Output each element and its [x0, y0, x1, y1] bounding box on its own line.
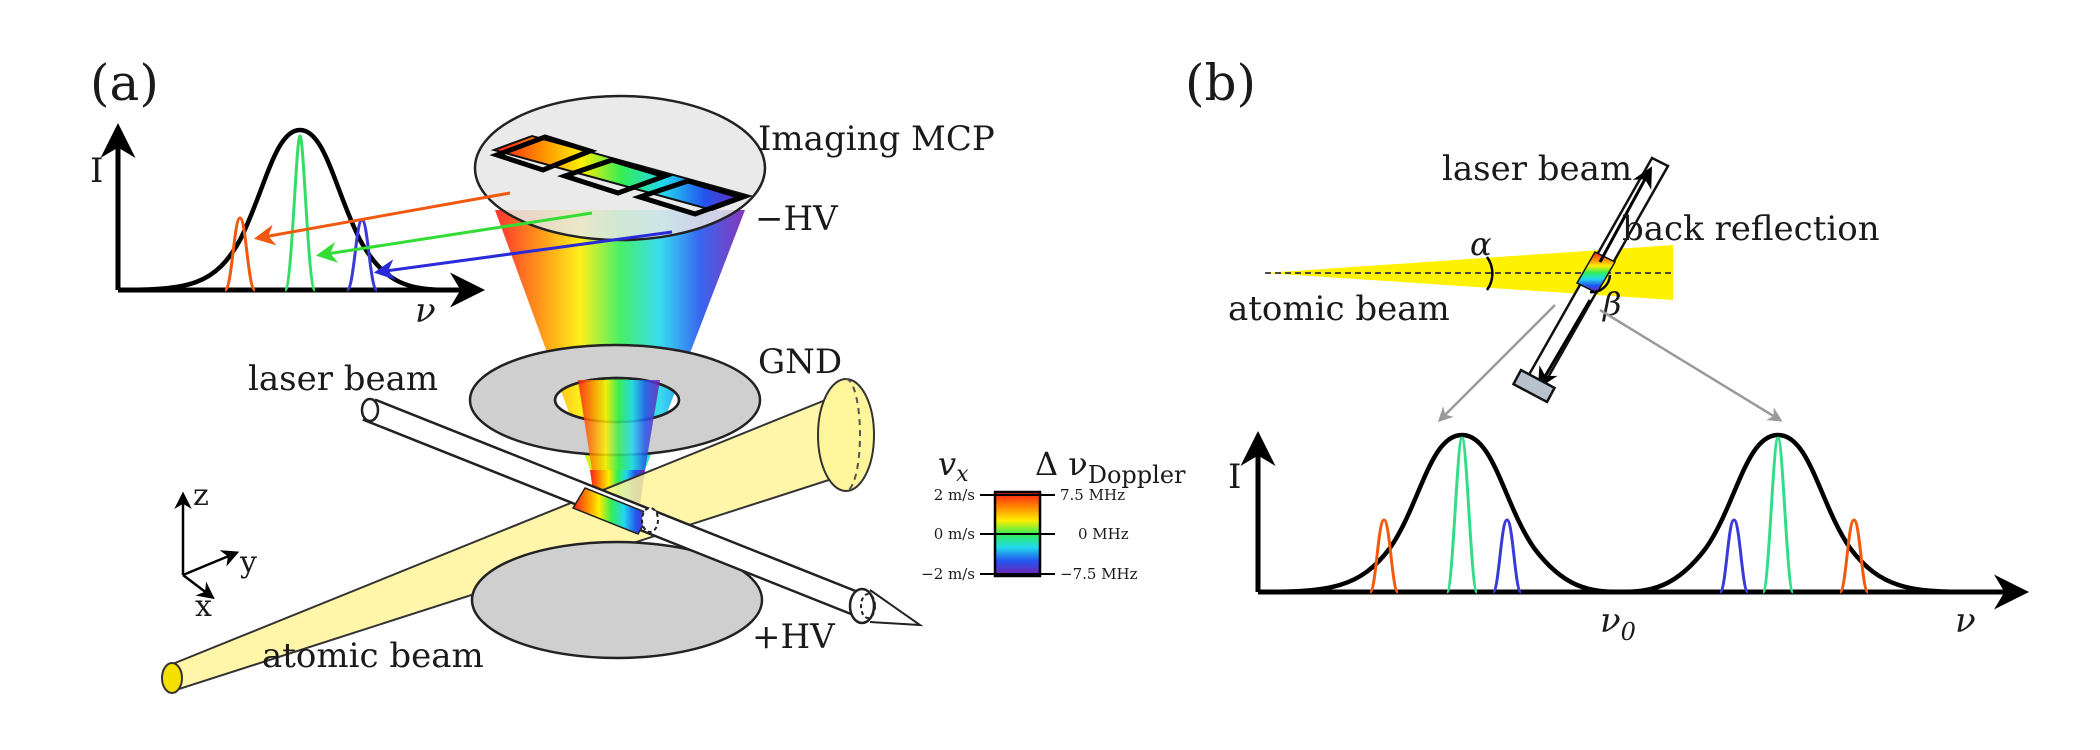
left-orange-peak	[1368, 518, 1400, 594]
left-pointer-arrow	[1437, 304, 1556, 423]
doppler-tick-mid: 0 MHz	[1078, 525, 1129, 543]
coordinate-axes: z y x	[174, 478, 257, 624]
laser-tube-start	[360, 397, 380, 423]
x-axis-arrow	[182, 574, 215, 600]
panel-a: (a) I ν Imaging MCP −HV	[90, 54, 1186, 694]
mcp-green-roi	[557, 157, 673, 196]
right-green-peak	[1761, 436, 1795, 594]
minus-hv-label: −HV	[755, 199, 839, 239]
doppler-tick-top: 7.5 MHz	[1060, 486, 1125, 504]
vx-label: vx	[938, 445, 969, 487]
ion-cone	[495, 210, 745, 470]
mcp-red-roi	[489, 134, 598, 173]
green-arrow	[315, 211, 593, 263]
alpha-arc	[1485, 256, 1494, 291]
atomic-beam-end	[817, 378, 875, 492]
z-axis-label: z	[193, 478, 209, 513]
panel-a-label: (a)	[90, 54, 159, 112]
atomic-beam-end-dashed	[845, 378, 861, 492]
x-axis-label: x	[195, 589, 212, 624]
orange-arrow	[253, 191, 511, 246]
laser-forward-arrow	[1598, 166, 1653, 263]
retro-mirror	[1511, 368, 1557, 404]
blue-arrow	[373, 230, 673, 281]
spectrum-intensity-label: I	[90, 151, 103, 191]
doppler-envelope	[117, 127, 451, 293]
spectrum-b-intensity-label: I	[1228, 457, 1241, 497]
right-orange-peak	[1838, 518, 1870, 594]
blue-peak	[345, 218, 379, 292]
interaction-region-b	[1575, 251, 1617, 294]
doppler-label: Δ νDoppler	[1035, 445, 1186, 489]
beta-arc	[1589, 274, 1612, 294]
back-reflection-label: back reflection	[1622, 209, 1880, 249]
envelope-left	[1257, 432, 1621, 595]
back-reflection-arrow	[1537, 299, 1592, 389]
doppler-tick-bottom: −7.5 MHz	[1060, 565, 1138, 583]
plus-hv-label: +HV	[752, 617, 836, 657]
laser-cone-tip	[869, 589, 924, 627]
laser-beam-label-b: laser beam	[1442, 149, 1632, 189]
velocity-colorbar: vx Δ νDoppler 2 m/s 0 m/s −2 m/s 7.5 MHz…	[921, 445, 1186, 583]
cone-through-ring	[578, 380, 660, 470]
panel-a-spectrum: I ν	[90, 123, 485, 331]
right-pointer-arrow	[1599, 308, 1783, 422]
nu-label-b: ν	[1955, 601, 1976, 641]
atomic-beam-label-b: atomic beam	[1228, 289, 1450, 329]
nu0-label: ν0	[1600, 601, 1636, 646]
left-green-peak	[1445, 436, 1479, 594]
orange-peak	[223, 216, 257, 292]
laser-tube-cross-section	[641, 507, 659, 533]
atomic-beam-source	[161, 662, 183, 694]
vx-tick-top: 2 m/s	[934, 486, 975, 504]
y-axis-label: y	[239, 545, 257, 580]
laser-beam-tube	[360, 397, 924, 627]
interaction-region	[571, 487, 652, 535]
envelope-right	[1619, 432, 1971, 595]
vx-tick-bottom: −2 m/s	[921, 565, 975, 583]
mcp-image-stripe	[490, 134, 754, 212]
plus-hv-electrode	[470, 540, 764, 660]
laser-beam-label-a: laser beam	[248, 359, 438, 399]
mcp-blue-roi	[631, 178, 751, 217]
panel-b-label: (b)	[1185, 54, 1256, 112]
green-peak	[283, 134, 317, 292]
panel-b-spectrum: I ν0 ν	[1228, 431, 2029, 646]
left-blue-peak	[1491, 518, 1523, 594]
atomic-beam-label-a: atomic beam	[262, 636, 484, 676]
vx-tick-mid: 0 m/s	[934, 525, 975, 543]
alpha-label: α	[1470, 225, 1492, 263]
panel-b: (b) atomic beam laser beam back reflecti…	[1185, 54, 2029, 646]
spectrum-frequency-label: ν	[415, 291, 436, 331]
imaging-mcp-label: Imaging MCP	[758, 119, 995, 159]
y-axis-arrow	[182, 550, 240, 577]
right-blue-peak	[1718, 518, 1750, 594]
gnd-label: GND	[758, 342, 842, 382]
